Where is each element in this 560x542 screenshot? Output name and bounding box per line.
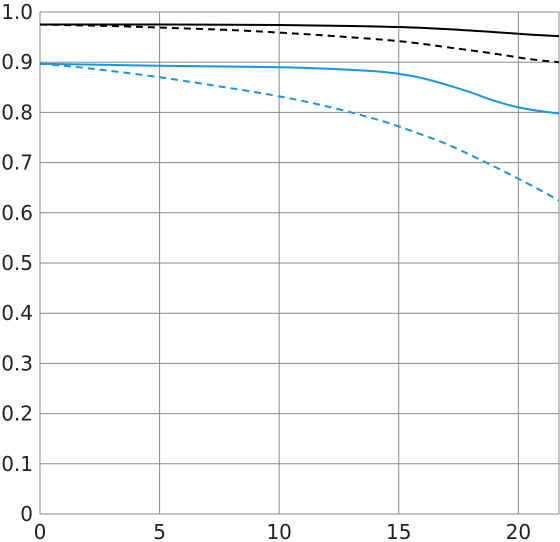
y-tick-label: 0 (20, 502, 33, 526)
x-tick-label: 10 (266, 520, 291, 542)
grid (39, 11, 560, 515)
x-tick-label: 5 (153, 520, 166, 542)
y-tick-label: 0.4 (1, 301, 33, 325)
series-line-3 (39, 62, 560, 115)
series-line-1 (39, 23, 560, 38)
y-tick-label: 0.3 (1, 351, 33, 375)
y-tick-label: 0.9 (1, 50, 33, 74)
y-tick-label: 1.0 (1, 0, 33, 24)
y-tick-label: 0.8 (1, 100, 33, 124)
x-tick-label: 15 (386, 520, 411, 542)
y-tick-label: 0.5 (1, 251, 33, 275)
y-axis-ticks: 0 0.1 0.2 0.3 0.4 0.5 0.6 0.7 0.8 0.9 1.0 (1, 0, 33, 526)
y-tick-label: 0.7 (1, 151, 33, 175)
series-lines (39, 23, 560, 202)
x-axis-ticks: 0 5 10 15 20 (34, 520, 531, 542)
y-tick-label: 0.6 (1, 201, 33, 225)
x-tick-label: 20 (506, 520, 531, 542)
series-line-2 (39, 23, 560, 64)
series-line-4 (39, 62, 560, 202)
y-tick-label: 0.2 (1, 402, 33, 426)
y-tick-label: 0.1 (1, 452, 33, 476)
x-tick-label: 0 (34, 520, 47, 542)
